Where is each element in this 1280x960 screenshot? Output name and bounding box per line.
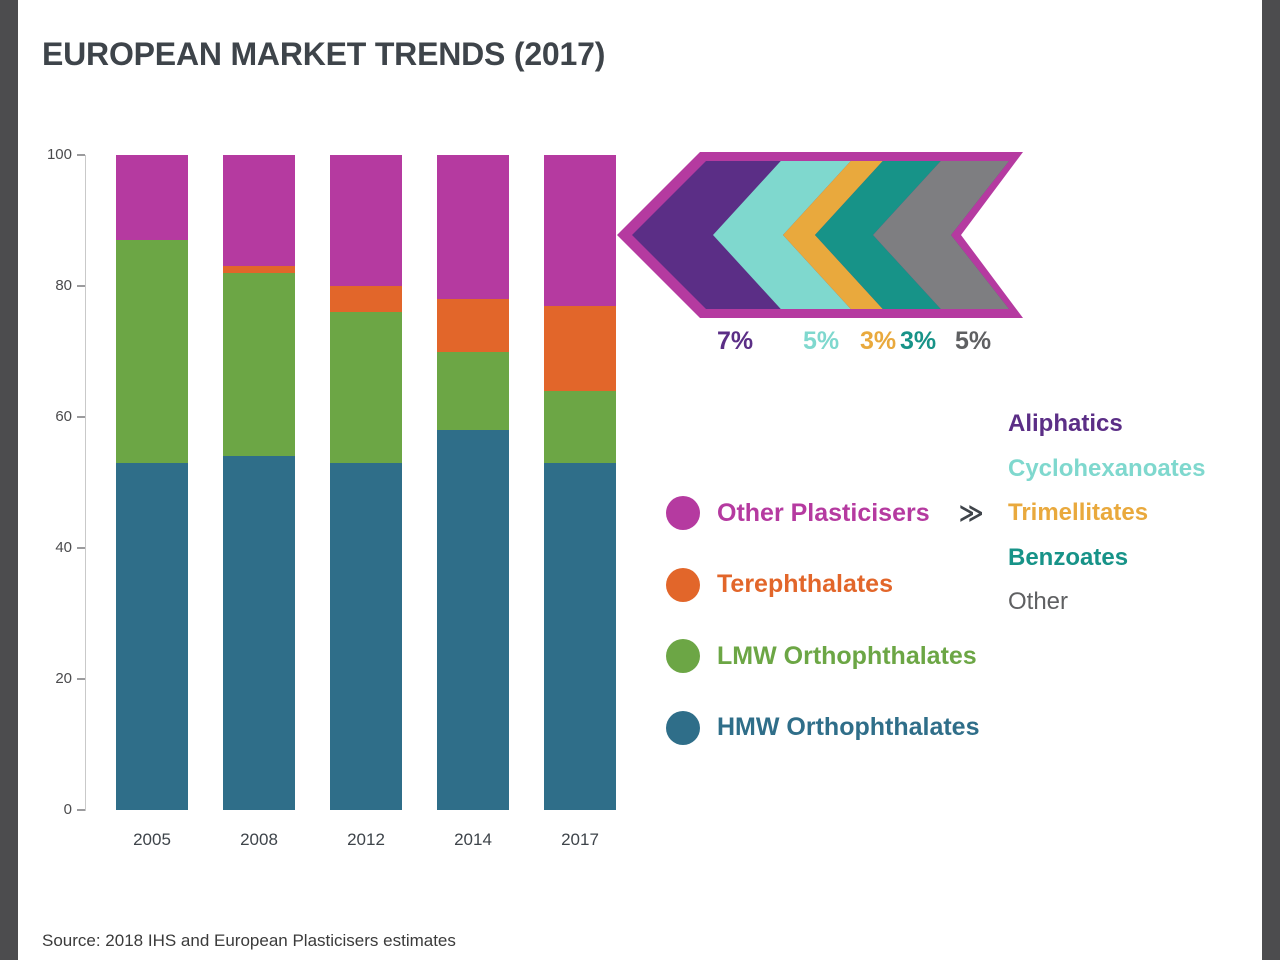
- y-tick-label: 20: [55, 670, 72, 687]
- bar-segment-other-plasticisers: [223, 155, 295, 267]
- y-tick-label: 100: [46, 146, 72, 163]
- bar-2008: [223, 155, 295, 810]
- breakdown-item-cyclohexanoates: Cyclohexanoates: [1008, 454, 1206, 482]
- y-tick-mark: [77, 547, 85, 549]
- bar-segment-other-plasticisers: [544, 155, 616, 306]
- bars: [86, 155, 647, 810]
- breakdown-item-benzoates: Benzoates: [1008, 543, 1129, 571]
- bar-segment-lmw-orthophthalates: [116, 240, 188, 463]
- legend-dot-icon: [666, 710, 700, 745]
- bar-segment-lmw-orthophthalates: [330, 312, 402, 463]
- y-tick-label: 60: [55, 408, 72, 425]
- legend-dot-icon: [666, 639, 700, 673]
- page-title: EUROPEAN MARKET TRENDS (2017): [42, 36, 606, 72]
- legend-row-lmw-orthophthalates: LMW Orthophthalates: [666, 638, 977, 674]
- bar-2014: [437, 155, 509, 810]
- y-tick-mark: [77, 678, 85, 680]
- legend-label: HMW Orthophthalates: [717, 713, 980, 741]
- y-axis-line: [85, 155, 86, 811]
- bar-segment-terephthalates: [330, 286, 402, 313]
- bar-segment-terephthalates: [544, 305, 616, 391]
- bar-segment-hmw-orthophthalates: [330, 462, 402, 810]
- source-note: Source: 2018 IHS and European Plasticise…: [42, 931, 456, 950]
- bar-segment-hmw-orthophthalates: [116, 462, 188, 810]
- y-tick-label: 40: [55, 539, 72, 556]
- percent-label-other: 5%: [955, 327, 992, 355]
- legend-label: LMW Orthophthalates: [717, 641, 977, 670]
- x-axis-labels: 2005 2008 2012 2014 2017: [86, 830, 647, 850]
- legend-dot-icon: [666, 567, 700, 602]
- bar-segment-terephthalates: [437, 299, 509, 352]
- x-tick-label-2014: 2014: [454, 830, 492, 849]
- bar-segment-other-plasticisers: [116, 155, 188, 241]
- x-tick-label-2008: 2008: [240, 830, 278, 849]
- benzoates-band: [815, 161, 949, 309]
- left-edge-bar: [0, 0, 18, 960]
- bar-segment-hmw-orthophthalates: [544, 462, 616, 810]
- percent-label-aliphatics: 7%: [717, 327, 754, 355]
- bar-segment-hmw-orthophthalates: [223, 456, 295, 810]
- bar-segment-lmw-orthophthalates: [223, 272, 295, 457]
- y-axis-ticks: 0 20 40 60 80 100: [0, 146, 86, 818]
- bar-segment-hmw-orthophthalates: [437, 430, 509, 810]
- legend-dot-icon: [666, 496, 700, 530]
- percent-label-trimellitates: 3%: [860, 327, 897, 355]
- y-tick-mark: [77, 154, 85, 156]
- x-tick-label-2012: 2012: [347, 830, 385, 849]
- y-tick-mark: [77, 809, 85, 811]
- breakdown-item-trimellitates: Trimellitates: [1008, 499, 1149, 526]
- cyclohexanoates-band: [713, 161, 859, 309]
- y-tick-label: 80: [55, 277, 72, 294]
- legend-label: Other Plasticisers: [717, 498, 930, 527]
- percent-labels: 7% 5% 3% 3% 5%: [617, 327, 1023, 363]
- legend: Other Plasticisers ≫ Terephthalates LMW Ort…: [666, 495, 1106, 750]
- chevron-arrow-graphic: [617, 152, 1023, 318]
- bar-segment-other-plasticisers: [437, 155, 509, 300]
- double-chevron-icon: ≫: [958, 499, 984, 527]
- legend-row-hmw-orthophthalates: HMW Orthophthalates: [666, 710, 980, 746]
- y-tick-mark: [77, 285, 85, 287]
- bar-segment-lmw-orthophthalates: [544, 390, 616, 463]
- legend-row-terephthalates: Terephthalates: [666, 567, 893, 603]
- bar-2012: [330, 155, 402, 810]
- breakdown-item-other: Other: [1008, 588, 1069, 615]
- y-tick-label: 0: [63, 801, 72, 818]
- percent-label-cyclohexanoates: 5%: [803, 327, 840, 355]
- bar-segment-other-plasticisers: [330, 155, 402, 287]
- percent-label-benzoates: 3%: [900, 327, 937, 355]
- legend-label: Terephthalates: [717, 570, 893, 598]
- breakdown-list: Aliphatics Cyclohexanoates Trimellitates Be…: [1008, 402, 1205, 625]
- bar-segment-lmw-orthophthalates: [437, 351, 509, 431]
- trimellitates-band: [783, 161, 891, 309]
- y-tick-mark: [77, 416, 85, 418]
- breakdown-item-aliphatics: Aliphatics: [1008, 410, 1123, 437]
- x-tick-label-2017: 2017: [561, 830, 599, 849]
- bar-segment-terephthalates: [223, 266, 295, 273]
- right-edge-bar: [1262, 0, 1280, 960]
- legend-row-other-plasticisers: Other Plasticisers ≫: [666, 495, 984, 531]
- x-tick-label-2005: 2005: [133, 830, 171, 849]
- bar-2017: [544, 155, 616, 810]
- bar-2005: [116, 155, 188, 810]
